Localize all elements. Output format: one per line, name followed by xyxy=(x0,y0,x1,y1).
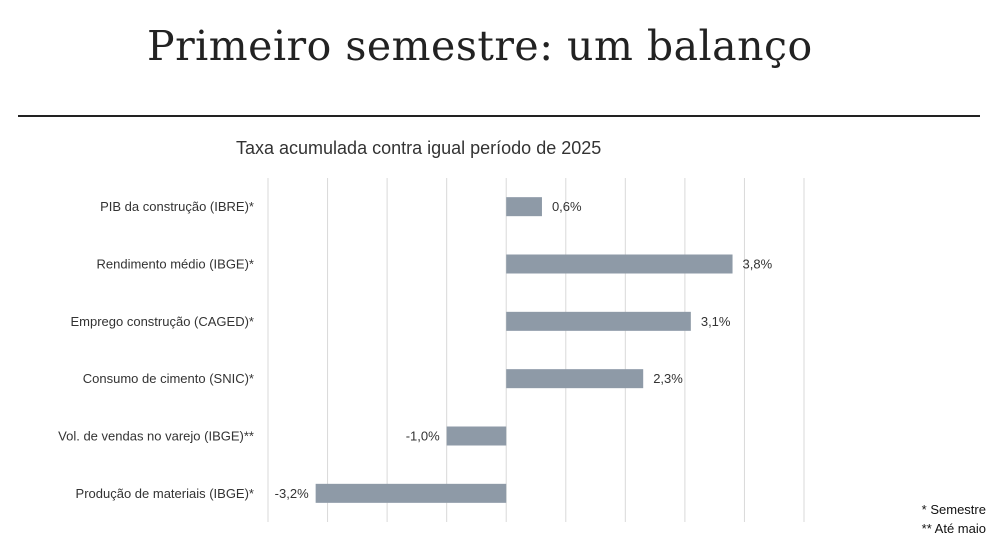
data-label: -3,2% xyxy=(275,486,309,501)
bar xyxy=(506,254,733,274)
category-label: Consumo de cimento (SNIC)* xyxy=(83,371,254,386)
bar xyxy=(315,483,507,503)
category-label: PIB da construção (IBRE)* xyxy=(100,199,254,214)
bar xyxy=(446,426,507,446)
chart-title: Taxa acumulada contra igual período de 2… xyxy=(236,138,602,158)
category-label: Rendimento médio (IBGE)* xyxy=(96,257,254,272)
data-label: -1,0% xyxy=(406,429,440,444)
chart-bars xyxy=(315,197,733,503)
data-label: 3,1% xyxy=(701,314,731,329)
category-label: Emprego construção (CAGED)* xyxy=(70,314,254,329)
data-label: 2,3% xyxy=(653,371,683,386)
bar xyxy=(506,311,691,331)
category-label: Vol. de vendas no varejo (IBGE)** xyxy=(58,429,254,444)
title-divider xyxy=(18,115,980,117)
chart-gridlines xyxy=(267,178,805,522)
bar xyxy=(506,197,542,217)
page-title: Primeiro semestre: um balanço xyxy=(147,22,813,70)
chart-labels: PIB da construção (IBRE)* 0,6% Rendimento … xyxy=(58,199,772,501)
data-label: 3,8% xyxy=(743,257,773,272)
footnote-ate-maio: ** Até maio xyxy=(921,521,986,536)
footnote-semestre: * Semestre xyxy=(921,502,986,517)
category-label: Produção de materiais (IBGE)* xyxy=(76,486,254,501)
data-label: 0,6% xyxy=(552,199,582,214)
bar xyxy=(506,369,644,389)
footnotes: * Semestre ** Até maio xyxy=(922,500,986,538)
